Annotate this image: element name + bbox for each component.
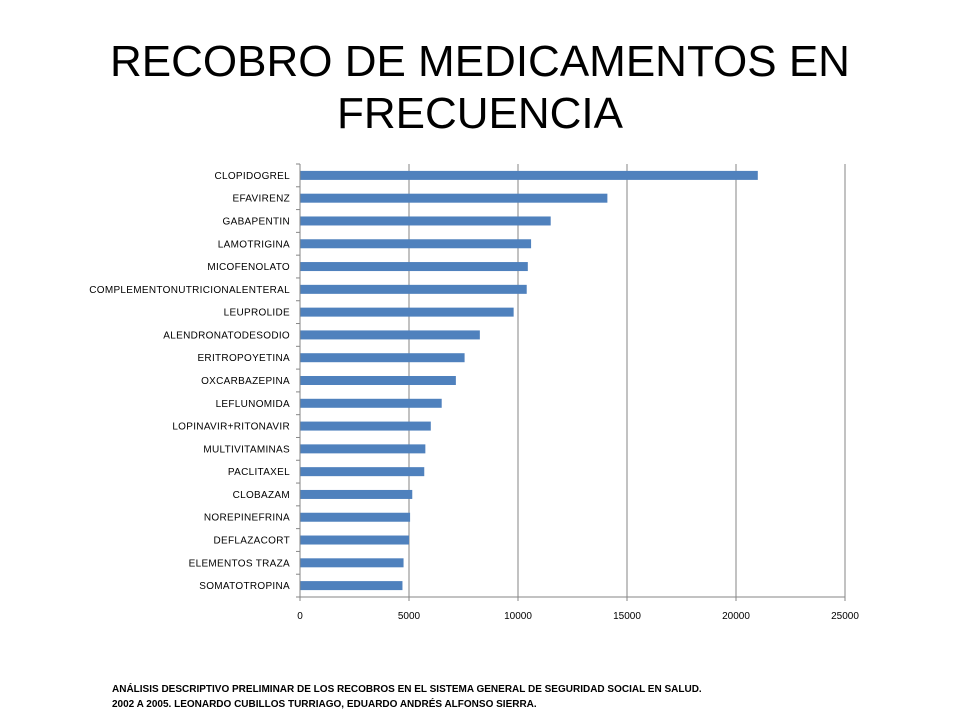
bar-16 bbox=[300, 512, 411, 522]
category-label: NOREPINEFRINA bbox=[204, 513, 290, 524]
category-label: GABAPENTIN bbox=[223, 216, 290, 227]
bar-11 bbox=[300, 398, 442, 408]
bar-10 bbox=[300, 376, 456, 385]
source-footnote: ANÁLISIS DESCRIPTIVO PRELIMINAR DE LOS R… bbox=[112, 682, 912, 712]
x-tick-label: 5000 bbox=[398, 611, 421, 622]
category-label: ELEMENTOS TRAZA bbox=[189, 558, 290, 569]
category-label: DEFLAZACORT bbox=[214, 536, 290, 547]
bar-4 bbox=[300, 239, 532, 249]
x-tick-label: 20000 bbox=[722, 611, 750, 622]
bar-3 bbox=[300, 216, 551, 226]
category-label: COMPLEMENTONUTRICIONALENTERAL bbox=[89, 285, 290, 296]
x-tick-label: 10000 bbox=[504, 611, 532, 622]
bar-19 bbox=[300, 581, 403, 591]
bar-2 bbox=[300, 193, 608, 203]
bar-9 bbox=[300, 353, 465, 363]
bar-17 bbox=[300, 535, 409, 545]
category-label: PACLITAXEL bbox=[228, 467, 290, 478]
category-label: EFAVIRENZ bbox=[232, 194, 290, 205]
bar-18 bbox=[300, 558, 404, 568]
category-label: MICOFENOLATO bbox=[207, 262, 290, 273]
bar-5 bbox=[300, 262, 528, 272]
x-tick-label: 25000 bbox=[831, 611, 859, 622]
category-label: ERITROPOYETINA bbox=[197, 353, 290, 364]
category-label: LOPINAVIR+RITONAVIR bbox=[172, 422, 290, 433]
bar-14 bbox=[300, 467, 425, 477]
bar-15 bbox=[300, 489, 413, 499]
category-label: LEFLUNOMIDA bbox=[216, 399, 290, 410]
bar-1 bbox=[300, 170, 758, 180]
x-tick-label: 15000 bbox=[613, 611, 641, 622]
category-label: CLOBAZAM bbox=[233, 490, 290, 501]
category-label: MULTIVITAMINAS bbox=[203, 444, 290, 455]
bar-7 bbox=[300, 307, 514, 317]
footnote-line-2: 2002 A 2005. LEONARDO CUBILLOS TURRIAGO,… bbox=[112, 699, 537, 710]
bar-13 bbox=[300, 444, 426, 454]
category-label: LAMOTRIGINA bbox=[218, 239, 290, 250]
footnote-line-1: ANÁLISIS DESCRIPTIVO PRELIMINAR DE LOS R… bbox=[112, 684, 702, 695]
bar-6 bbox=[300, 284, 527, 294]
category-label: LEUPROLIDE bbox=[224, 308, 290, 319]
slide-title: RECOBRO DE MEDICAMENTOS EN FRECUENCIA bbox=[110, 37, 850, 138]
bar-8 bbox=[300, 330, 480, 340]
x-tick-label: 0 bbox=[297, 611, 303, 622]
category-label: SOMATOTROPINA bbox=[199, 581, 290, 592]
bar-12 bbox=[300, 421, 431, 431]
category-label: CLOPIDOGREL bbox=[214, 171, 290, 182]
category-label: ALENDRONATODESODIO bbox=[163, 330, 290, 341]
category-label: OXCARBAZEPINA bbox=[201, 376, 290, 387]
